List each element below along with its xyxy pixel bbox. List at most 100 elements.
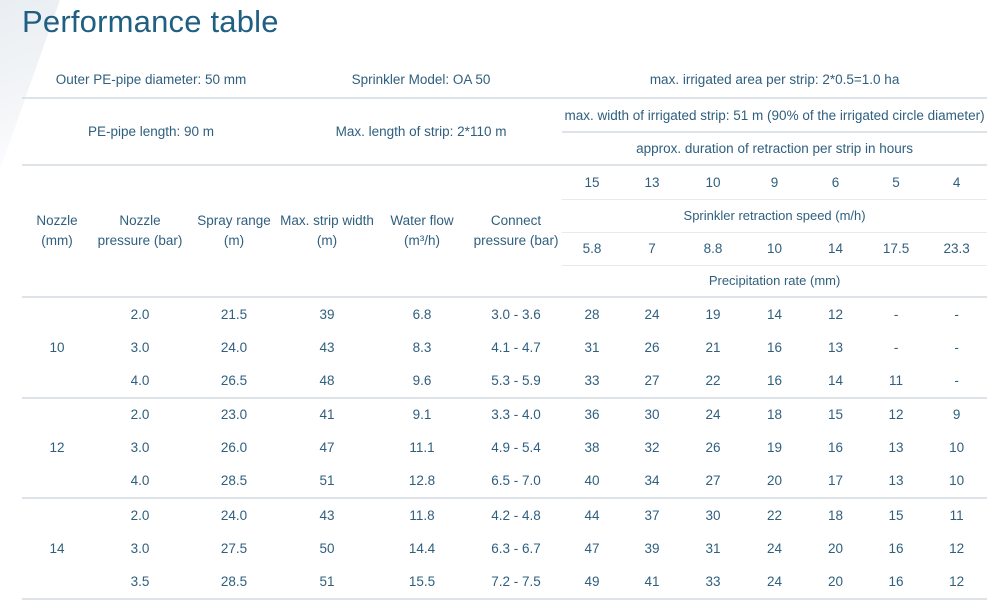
nozzle-pressure-cell: 4.0	[92, 364, 188, 399]
table-row: 3.0 24.0 43 8.3 4.1 - 4.7 31 26 21 16 13 - -	[22, 331, 987, 365]
duration-info: approx. duration of retraction per strip…	[562, 132, 988, 166]
header-nozzle: Nozzle (mm)	[22, 165, 92, 298]
table-row: 4.0 26.5 48 9.6 5.3 - 5.9 33 27 22 16 14 11-	[22, 364, 988, 399]
precip-label: Precipitation rate (mm)	[562, 265, 988, 298]
connect-pressure-cell: 5.3 - 5.9	[470, 364, 563, 399]
strip-width-cell: 48	[280, 364, 375, 399]
header-connect-pressure: Connect pressure (bar)	[470, 165, 563, 298]
precipitation-rate-cell: 21	[705, 339, 721, 355]
nozzle-cell: 10	[22, 297, 92, 399]
performance-table: Outer PE-pipe diameter: 50 mm Sprinkler …	[22, 62, 988, 600]
connect-pressure-cell: 4.1 - 4.7	[491, 339, 541, 355]
nozzle-pressure-cell: 3.0	[130, 440, 150, 456]
hours-cell: 9	[744, 165, 806, 200]
page-title: Performance table	[22, 4, 279, 39]
connect-pressure-cell: 6.5 - 7.0	[470, 464, 563, 499]
precipitation-rate-cell: 19	[767, 440, 783, 456]
precipitation-rate-cell: 13	[828, 339, 844, 355]
header-water-flow: Water flow (m³/h)	[374, 165, 471, 298]
speed-cell: 5.8	[562, 232, 623, 266]
spray-range-cell: 26.0	[220, 440, 248, 456]
max-area-info: max. irrigated area per strip: 2*0.5=1.0…	[562, 62, 988, 99]
precipitation-rate-cell: 33	[562, 364, 623, 399]
connect-pressure-cell: 4.2 - 4.8	[491, 507, 541, 523]
header-nozzle-pressure: Nozzle pressure (bar)	[92, 165, 188, 298]
spray-range-cell: 23.0	[220, 407, 248, 423]
hours-cell: 4	[926, 165, 988, 200]
precipitation-rate-cell: 20	[805, 565, 867, 600]
precipitation-rate-cell: 33	[682, 565, 745, 600]
speed-cell: 23.3	[926, 232, 988, 266]
strip-length-info: Max. length of strip: 2*110 m	[280, 98, 563, 166]
pipe-diameter-info: Outer PE-pipe diameter: 50 mm	[22, 62, 281, 99]
spray-range-cell: 24.0	[220, 507, 248, 523]
speed-label: Sprinkler retraction speed (m/h)	[562, 199, 988, 233]
table-row: 3.0 27.5 50 14.4 6.3 - 6.7 47 39 31 24 20 16 12	[22, 532, 987, 566]
nozzle-pressure-cell: 3.5	[92, 565, 188, 600]
nozzle-pressure-cell: 3.0	[130, 339, 150, 355]
water-flow-cell: 9.6	[374, 364, 471, 399]
precipitation-rate-cell: 12	[926, 565, 988, 600]
precipitation-rate-cell: 12	[828, 306, 844, 322]
hours-cell: 5	[866, 165, 927, 200]
water-flow-cell: 8.3	[412, 339, 432, 355]
speed-cell: 7	[622, 232, 683, 266]
precipitation-rate-cell: 10	[926, 464, 988, 499]
precipitation-rate-cell: 17	[805, 464, 867, 499]
nozzle-cell: 14	[22, 498, 92, 600]
precipitation-rate-cell: 28	[584, 306, 600, 322]
water-flow-cell: 9.1	[412, 407, 432, 423]
precipitation-rate-cell: 16	[828, 440, 844, 456]
precipitation-rate-cell: 16	[744, 364, 806, 399]
hours-cell: 13	[622, 165, 683, 200]
precipitation-rate-cell: 12	[888, 407, 904, 423]
precipitation-rate-cell: 10	[949, 440, 965, 456]
table-row: 12 2.0 23.0 41 9.1 3.3 - 4.0 36 30 24 18 15 12 9	[22, 397, 987, 499]
precipitation-rate-cell: 36	[584, 407, 600, 423]
precipitation-rate-cell: 44	[584, 507, 600, 523]
table-row: 3.0 26.0 47 11.1 4.9 - 5.4 38 32 26 19 16 13 10	[22, 431, 987, 465]
speed-cell: 14	[805, 232, 867, 266]
precipitation-rate-cell: 27	[682, 464, 745, 499]
pipe-length-info: PE-pipe length: 90 m	[22, 98, 281, 166]
precipitation-rate-cell: 22	[682, 364, 745, 399]
hours-cell: 10	[682, 165, 745, 200]
water-flow-cell: 15.5	[374, 565, 471, 600]
spray-range-cell: 24.0	[220, 339, 248, 355]
hours-cell: 6	[805, 165, 867, 200]
header-strip-width: Max. strip width (m)	[280, 165, 375, 298]
connect-pressure-cell: 4.9 - 5.4	[491, 440, 541, 456]
precipitation-rate-cell: 31	[705, 540, 721, 556]
hours-cell: 15	[562, 165, 623, 200]
precipitation-rate-cell: 15	[888, 507, 904, 523]
nozzle-pressure-cell: 2.0	[130, 507, 150, 523]
precipitation-rate-cell: 18	[767, 407, 783, 423]
precipitation-rate-cell: 39	[644, 540, 660, 556]
strip-width-cell: 50	[319, 540, 335, 556]
precipitation-rate-cell: 22	[767, 507, 783, 523]
precipitation-rate-cell: 32	[644, 440, 660, 456]
strip-width-cell: 43	[319, 339, 335, 355]
header-spray-range: Spray range (m)	[188, 165, 281, 298]
precipitation-rate-cell: 24	[644, 306, 660, 322]
precipitation-rate-cell: 16	[888, 540, 904, 556]
speed-cell: 17.5	[866, 232, 927, 266]
precipitation-rate-cell: 26	[644, 339, 660, 355]
strip-width-cell: 43	[319, 507, 335, 523]
precipitation-rate-cell: 13	[888, 440, 904, 456]
precipitation-rate-cell: 9	[952, 407, 961, 423]
precipitation-rate-cell: 41	[622, 565, 683, 600]
water-flow-cell: 12.8	[374, 464, 471, 499]
precipitation-rate-cell: 19	[705, 306, 721, 322]
precipitation-rate-cell: 37	[644, 507, 660, 523]
strip-width-cell: 39	[319, 306, 335, 322]
precipitation-rate-cell: 11	[949, 507, 964, 523]
nozzle-pressure-cell: 4.0	[92, 464, 188, 499]
precipitation-rate-cell: 18	[828, 507, 844, 523]
spray-range-cell: 28.5	[188, 464, 281, 499]
max-width-info: max. width of irrigated strip: 51 m (90%…	[562, 98, 988, 133]
nozzle-pressure-cell: 3.0	[130, 540, 150, 556]
precipitation-rate-cell: 20	[744, 464, 806, 499]
precipitation-rate-cell: 12	[949, 540, 965, 556]
precipitation-rate-cell: 26	[705, 440, 721, 456]
